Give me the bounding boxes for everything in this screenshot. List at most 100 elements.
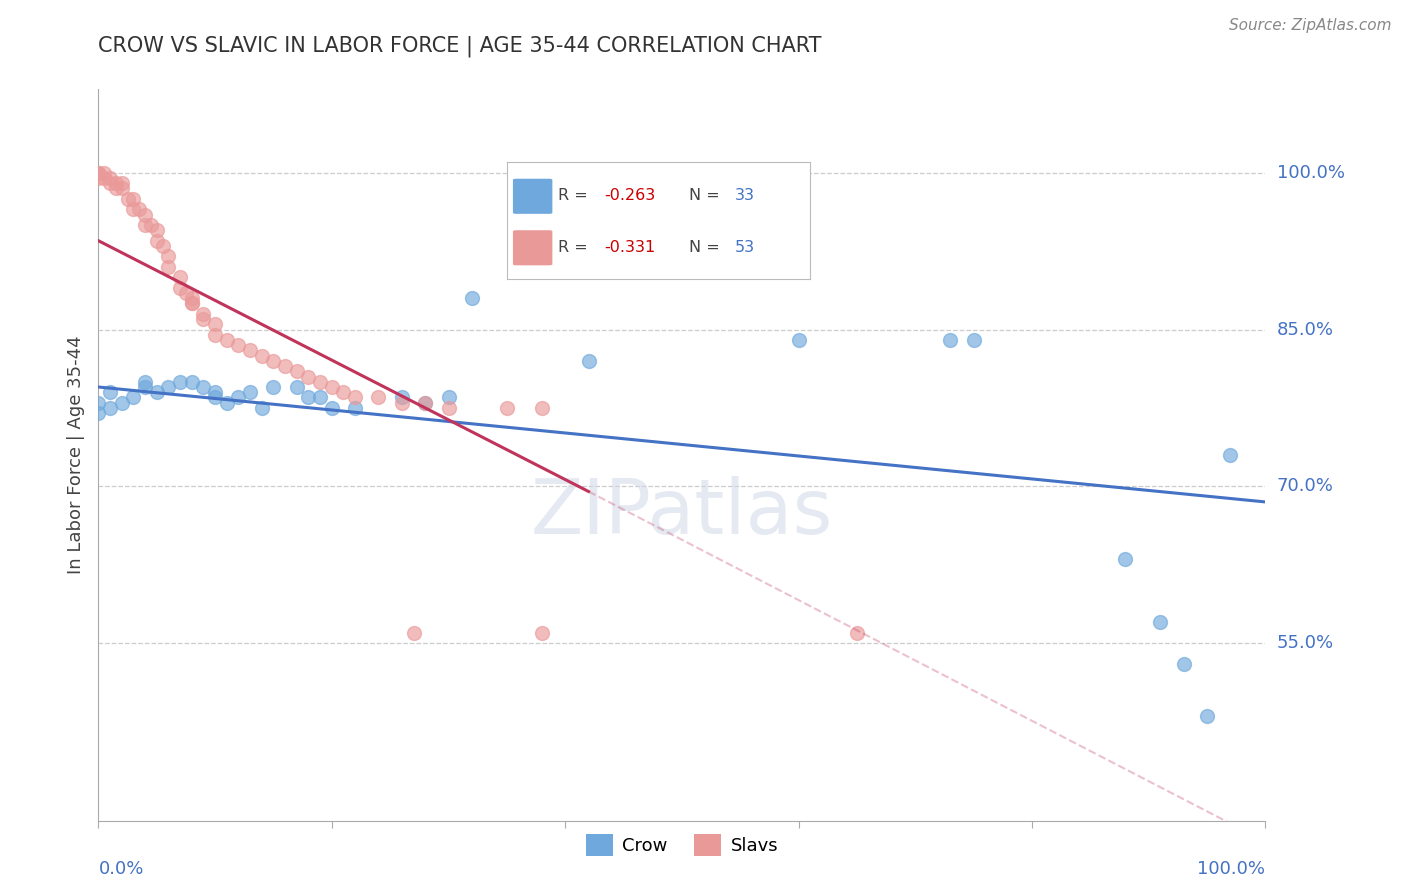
- Point: [239, 385, 262, 400]
- Text: 0.0%: 0.0%: [98, 860, 143, 878]
- Point: [262, 354, 284, 368]
- Text: CROW VS SLAVIC IN LABOR FORCE | AGE 35-44 CORRELATION CHART: CROW VS SLAVIC IN LABOR FORCE | AGE 35-4…: [98, 36, 823, 57]
- Point: [87, 166, 110, 180]
- Text: Source: ZipAtlas.com: Source: ZipAtlas.com: [1229, 18, 1392, 33]
- Point: [146, 385, 169, 400]
- Point: [169, 375, 191, 389]
- Point: [157, 249, 180, 263]
- Point: [204, 318, 226, 332]
- Point: [461, 291, 484, 305]
- Point: [1173, 657, 1195, 671]
- Point: [193, 312, 215, 326]
- Point: [262, 380, 284, 394]
- Point: [1219, 448, 1241, 462]
- Point: [215, 395, 238, 409]
- Point: [98, 171, 121, 186]
- Point: [87, 406, 110, 420]
- Point: [309, 391, 332, 405]
- Point: [128, 202, 150, 217]
- Point: [169, 270, 191, 285]
- Point: [1114, 552, 1136, 566]
- Point: [204, 391, 226, 405]
- Point: [157, 380, 180, 394]
- Point: [274, 359, 297, 373]
- Point: [180, 296, 202, 310]
- Point: [146, 234, 169, 248]
- Point: [228, 338, 250, 352]
- Point: [193, 380, 215, 394]
- Y-axis label: In Labor Force | Age 35-44: In Labor Force | Age 35-44: [66, 335, 84, 574]
- Point: [530, 625, 553, 640]
- Point: [321, 401, 343, 415]
- Point: [1149, 615, 1171, 629]
- Point: [939, 333, 962, 347]
- Point: [530, 401, 553, 415]
- Point: [146, 223, 169, 237]
- Text: 100.0%: 100.0%: [1198, 860, 1265, 878]
- Point: [367, 391, 389, 405]
- Point: [228, 391, 250, 405]
- Point: [180, 296, 202, 310]
- Point: [250, 401, 273, 415]
- Point: [437, 401, 460, 415]
- Point: [250, 349, 273, 363]
- Point: [391, 395, 413, 409]
- Point: [1195, 709, 1218, 723]
- Point: [204, 327, 226, 342]
- Point: [215, 333, 238, 347]
- Point: [285, 364, 308, 378]
- Point: [134, 375, 156, 389]
- Point: [391, 391, 413, 405]
- Point: [93, 171, 115, 186]
- Point: [496, 401, 519, 415]
- Point: [204, 385, 226, 400]
- Point: [98, 401, 121, 415]
- Point: [344, 401, 367, 415]
- Point: [285, 380, 308, 394]
- Point: [402, 625, 425, 640]
- Point: [332, 385, 354, 400]
- Point: [437, 391, 460, 405]
- Point: [111, 181, 134, 195]
- Point: [309, 375, 332, 389]
- Point: [134, 218, 156, 232]
- Point: [169, 281, 191, 295]
- Point: [180, 291, 202, 305]
- Point: [134, 208, 156, 222]
- Point: [104, 176, 127, 190]
- Point: [321, 380, 343, 394]
- Point: [297, 369, 319, 384]
- Point: [152, 239, 174, 253]
- Point: [413, 395, 436, 409]
- Point: [87, 166, 110, 180]
- Text: ZIPatlas: ZIPatlas: [530, 476, 834, 550]
- Point: [193, 307, 215, 321]
- Point: [846, 625, 869, 640]
- Point: [122, 202, 145, 217]
- Point: [962, 333, 984, 347]
- Point: [174, 285, 197, 300]
- Legend: Crow, Slavs: Crow, Slavs: [578, 826, 786, 863]
- Point: [98, 176, 121, 190]
- Point: [122, 192, 145, 206]
- Text: 55.0%: 55.0%: [1277, 634, 1334, 652]
- Point: [122, 391, 145, 405]
- Point: [117, 192, 139, 206]
- Point: [98, 385, 121, 400]
- Point: [104, 181, 127, 195]
- Point: [180, 375, 202, 389]
- Point: [134, 380, 156, 394]
- Point: [87, 395, 110, 409]
- Point: [87, 166, 110, 180]
- Point: [578, 354, 600, 368]
- Point: [344, 391, 367, 405]
- Text: 70.0%: 70.0%: [1277, 477, 1333, 495]
- Point: [157, 260, 180, 274]
- Text: 100.0%: 100.0%: [1277, 164, 1344, 182]
- Point: [787, 333, 810, 347]
- Point: [413, 395, 436, 409]
- Point: [93, 166, 115, 180]
- Point: [139, 218, 162, 232]
- Point: [297, 391, 319, 405]
- Point: [111, 176, 134, 190]
